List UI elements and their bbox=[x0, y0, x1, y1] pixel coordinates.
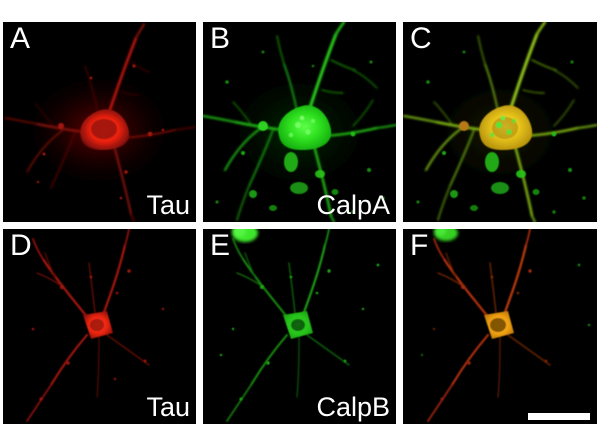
panel-f-image bbox=[403, 229, 597, 424]
neuron-render-merge-f bbox=[403, 229, 597, 424]
neuron-render-green-e bbox=[203, 229, 396, 424]
neuron-render-red-d bbox=[3, 229, 196, 424]
panel-b-image bbox=[203, 22, 396, 222]
panel-letter-e: E bbox=[210, 229, 231, 262]
panel-letter-b: B bbox=[210, 22, 231, 55]
panel-b: B CalpA bbox=[203, 22, 396, 222]
neuron-render-red-a bbox=[3, 22, 196, 222]
panel-letter-f: F bbox=[410, 229, 429, 262]
panel-letter-c: C bbox=[410, 22, 432, 55]
channel-label-calpb-e: CalpB bbox=[316, 392, 390, 422]
panel-c: C bbox=[403, 22, 597, 222]
panel-letter-d: D bbox=[10, 229, 32, 262]
panel-e-image bbox=[203, 229, 396, 424]
channel-label-calpa-b: CalpA bbox=[316, 190, 390, 220]
panel-c-image bbox=[403, 22, 597, 222]
channel-label-tau-d: Tau bbox=[146, 392, 190, 422]
panel-letter-a: A bbox=[10, 22, 31, 55]
panel-f: F bbox=[403, 229, 597, 424]
panel-a: A Tau bbox=[3, 22, 196, 222]
neuron-render-merge-c bbox=[403, 22, 597, 222]
panel-a-image bbox=[3, 22, 196, 222]
scale-bar bbox=[528, 413, 590, 420]
panel-d: D Tau bbox=[3, 229, 196, 424]
channel-label-tau-a: Tau bbox=[146, 190, 190, 220]
panel-d-image bbox=[3, 229, 196, 424]
panel-e: E CalpB bbox=[203, 229, 396, 424]
neuron-render-green-b bbox=[203, 22, 396, 222]
